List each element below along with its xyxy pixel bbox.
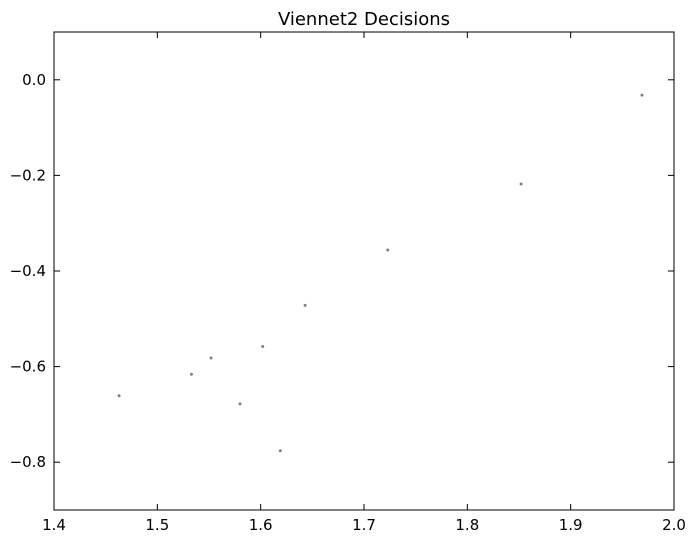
y-axis-tick-labels: 0.0 −0.2 −0.4 −0.6 −0.8 — [10, 71, 46, 471]
x-axis-tick-labels: 1.4 1.5 1.6 1.7 1.8 1.9 2.0 — [42, 516, 686, 534]
data-point — [117, 394, 121, 398]
data-point — [189, 372, 193, 376]
data-point — [303, 303, 307, 307]
x-tick-label: 2.0 — [662, 516, 686, 534]
y-tick-label: −0.6 — [10, 358, 46, 376]
data-point — [238, 402, 242, 406]
data-point — [261, 345, 265, 349]
data-point — [640, 93, 644, 97]
data-point — [209, 356, 213, 360]
x-tick-label: 1.4 — [42, 516, 66, 534]
y-tick-label: −0.8 — [10, 453, 46, 471]
data-point — [386, 248, 390, 252]
x-tick-label: 1.7 — [352, 516, 376, 534]
axis-ticks — [53, 32, 675, 510]
chart-title: Viennet2 Decisions — [278, 9, 450, 30]
x-tick-label: 1.9 — [559, 516, 583, 534]
y-tick-label: 0.0 — [22, 71, 46, 89]
x-tick-label: 1.5 — [145, 516, 169, 534]
x-tick-label: 1.6 — [249, 516, 273, 534]
data-points — [117, 93, 644, 453]
y-tick-label: −0.4 — [10, 262, 46, 280]
y-tick-label: −0.2 — [10, 166, 46, 184]
data-point — [519, 182, 523, 186]
data-point — [278, 449, 282, 453]
x-tick-label: 1.8 — [455, 516, 479, 534]
